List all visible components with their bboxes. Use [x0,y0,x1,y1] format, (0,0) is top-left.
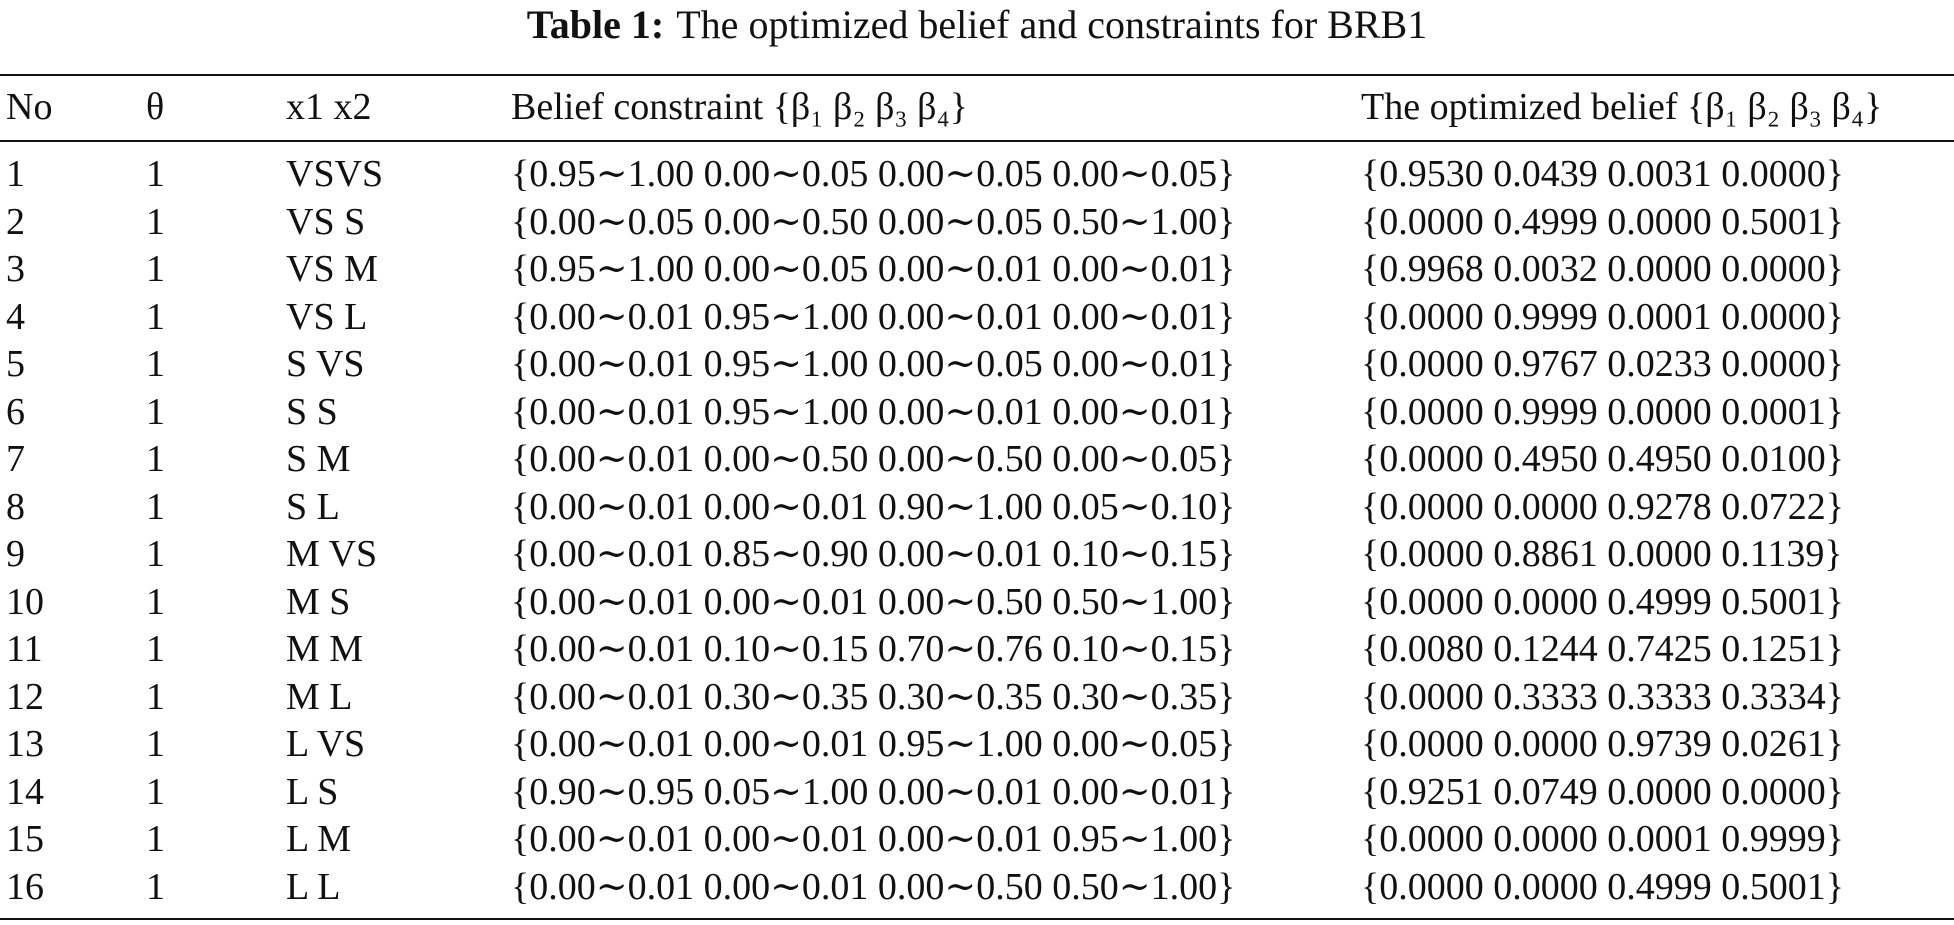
belief-constraint: {0.00∼0.01 0.10∼0.15 0.70∼0.76 0.10∼0.15… [511,628,1236,670]
theta: 1 [146,865,165,908]
theta: 1 [146,818,165,860]
row-number: 15 [6,818,44,860]
x1-x2: M M [286,628,364,670]
theta: 1 [146,723,165,765]
belief-constraint: {0.00∼0.01 0.00∼0.01 0.95∼1.00 0.00∼0.05… [511,723,1236,765]
x1-x2: S S [286,390,338,433]
optimized-belief: {0.9968 0.0032 0.0000 0.0000} [1361,248,1844,290]
optimized-belief: {0.0000 0.0000 0.4999 0.5001} [1361,580,1844,623]
belief-constraint: {0.00∼0.01 0.85∼0.90 0.00∼0.01 0.10∼0.15… [511,533,1236,575]
theta: 1 [146,295,165,338]
x1-x2: VS S [286,200,366,243]
header-x1-x2: x1 x2 [286,86,372,128]
row-number: 3 [6,248,25,290]
header-rule [0,140,1954,142]
row-number: 11 [6,628,43,670]
table-caption: Table 1: The optimized belief and constra… [0,2,1954,48]
theta: 1 [146,628,165,670]
optimized-belief: {0.0000 0.0000 0.0001 0.9999} [1361,818,1844,860]
header-theta: θ [146,86,165,128]
belief-constraint: {0.00∼0.01 0.30∼0.35 0.30∼0.35 0.30∼0.35… [511,675,1236,718]
x1-x2: L S [286,770,339,813]
optimized-belief: {0.0000 0.9999 0.0001 0.0000} [1361,295,1844,338]
theta: 1 [146,390,165,433]
row-number: 8 [6,485,25,528]
belief-constraint: {0.95∼1.00 0.00∼0.05 0.00∼0.01 0.00∼0.01… [511,248,1236,290]
belief-constraint: {0.95∼1.00 0.00∼0.05 0.00∼0.05 0.00∼0.05… [511,153,1236,195]
x1-x2: L VS [286,723,366,765]
row-number: 5 [6,343,25,385]
caption-label: Table 1: [526,2,665,47]
belief-constraint: {0.00∼0.01 0.00∼0.01 0.00∼0.01 0.95∼1.00… [511,818,1236,860]
belief-constraint: {0.90∼0.95 0.05∼1.00 0.00∼0.01 0.00∼0.01… [511,770,1236,813]
header-row-number: No [6,86,53,128]
optimized-belief: {0.0000 0.4950 0.4950 0.0100} [1361,438,1844,480]
optimized-belief: {0.0080 0.1244 0.7425 0.1251} [1361,628,1844,670]
x1-x2: VSVS [286,153,384,195]
theta: 1 [146,153,165,195]
theta: 1 [146,343,165,385]
optimized-belief: {0.0000 0.0000 0.4999 0.5001} [1361,865,1844,908]
theta: 1 [146,248,165,290]
belief-constraint: {0.00∼0.01 0.95∼1.00 0.00∼0.01 0.00∼0.01… [511,390,1236,433]
row-number: 16 [6,865,44,908]
optimized-belief: {0.0000 0.9767 0.0233 0.0000} [1361,343,1844,385]
row-number: 13 [6,723,44,765]
row-number: 14 [6,770,44,813]
belief-constraint: {0.00∼0.05 0.00∼0.50 0.00∼0.05 0.50∼1.00… [511,200,1236,243]
caption-text: The optimized belief and constraints for… [676,2,1428,47]
x1-x2: VS M [286,248,378,290]
row-number: 1 [6,153,25,195]
belief-constraint: {0.00∼0.01 0.00∼0.01 0.90∼1.00 0.05∼0.10… [511,485,1236,528]
optimized-belief: {0.0000 0.4999 0.0000 0.5001} [1361,200,1844,243]
optimized-belief: {0.0000 0.0000 0.9739 0.0261} [1361,723,1844,765]
belief-constraint: {0.00∼0.01 0.95∼1.00 0.00∼0.05 0.00∼0.01… [511,343,1236,385]
theta: 1 [146,533,165,575]
optimized-belief: {0.0000 0.9999 0.0000 0.0001} [1361,390,1844,433]
header-belief-constraint: Belief constraint {β₁ β₂ β₃ β₄} [511,86,969,128]
x1-x2: VS L [286,295,368,338]
belief-constraint: {0.00∼0.01 0.00∼0.01 0.00∼0.50 0.50∼1.00… [511,580,1236,623]
row-number: 9 [6,533,25,575]
x1-x2: L L [286,865,341,908]
x1-x2: S L [286,485,340,528]
top-rule [0,74,1954,76]
belief-constraint: {0.00∼0.01 0.00∼0.50 0.00∼0.50 0.00∼0.05… [511,438,1236,480]
row-number: 7 [6,438,25,480]
row-number: 12 [6,675,44,718]
belief-constraint: {0.00∼0.01 0.00∼0.01 0.00∼0.50 0.50∼1.00… [511,865,1236,908]
row-number: 6 [6,390,25,433]
x1-x2: M VS [286,533,378,575]
optimized-belief: {0.9251 0.0749 0.0000 0.0000} [1361,770,1844,813]
x1-x2: S VS [286,343,365,385]
optimized-belief: {0.9530 0.0439 0.0031 0.0000} [1361,153,1844,195]
header-optimized-belief: The optimized belief {β₁ β₂ β₃ β₄} [1361,86,1883,128]
row-number: 2 [6,200,25,243]
theta: 1 [146,200,165,243]
optimized-belief: {0.0000 0.0000 0.9278 0.0722} [1361,485,1844,528]
theta: 1 [146,675,165,718]
belief-constraint: {0.00∼0.01 0.95∼1.00 0.00∼0.01 0.00∼0.01… [511,295,1236,338]
row-number: 10 [6,580,44,623]
theta: 1 [146,485,165,528]
theta: 1 [146,770,165,813]
x1-x2: L M [286,818,352,860]
optimized-belief: {0.0000 0.3333 0.3333 0.3334} [1361,675,1844,718]
theta: 1 [146,580,165,623]
theta: 1 [146,438,165,480]
x1-x2: S M [286,438,351,480]
x1-x2: M L [286,675,353,718]
row-number: 4 [6,295,25,338]
bottom-rule [0,918,1954,920]
optimized-belief: {0.0000 0.8861 0.0000 0.1139} [1361,533,1843,575]
x1-x2: M S [286,580,351,623]
